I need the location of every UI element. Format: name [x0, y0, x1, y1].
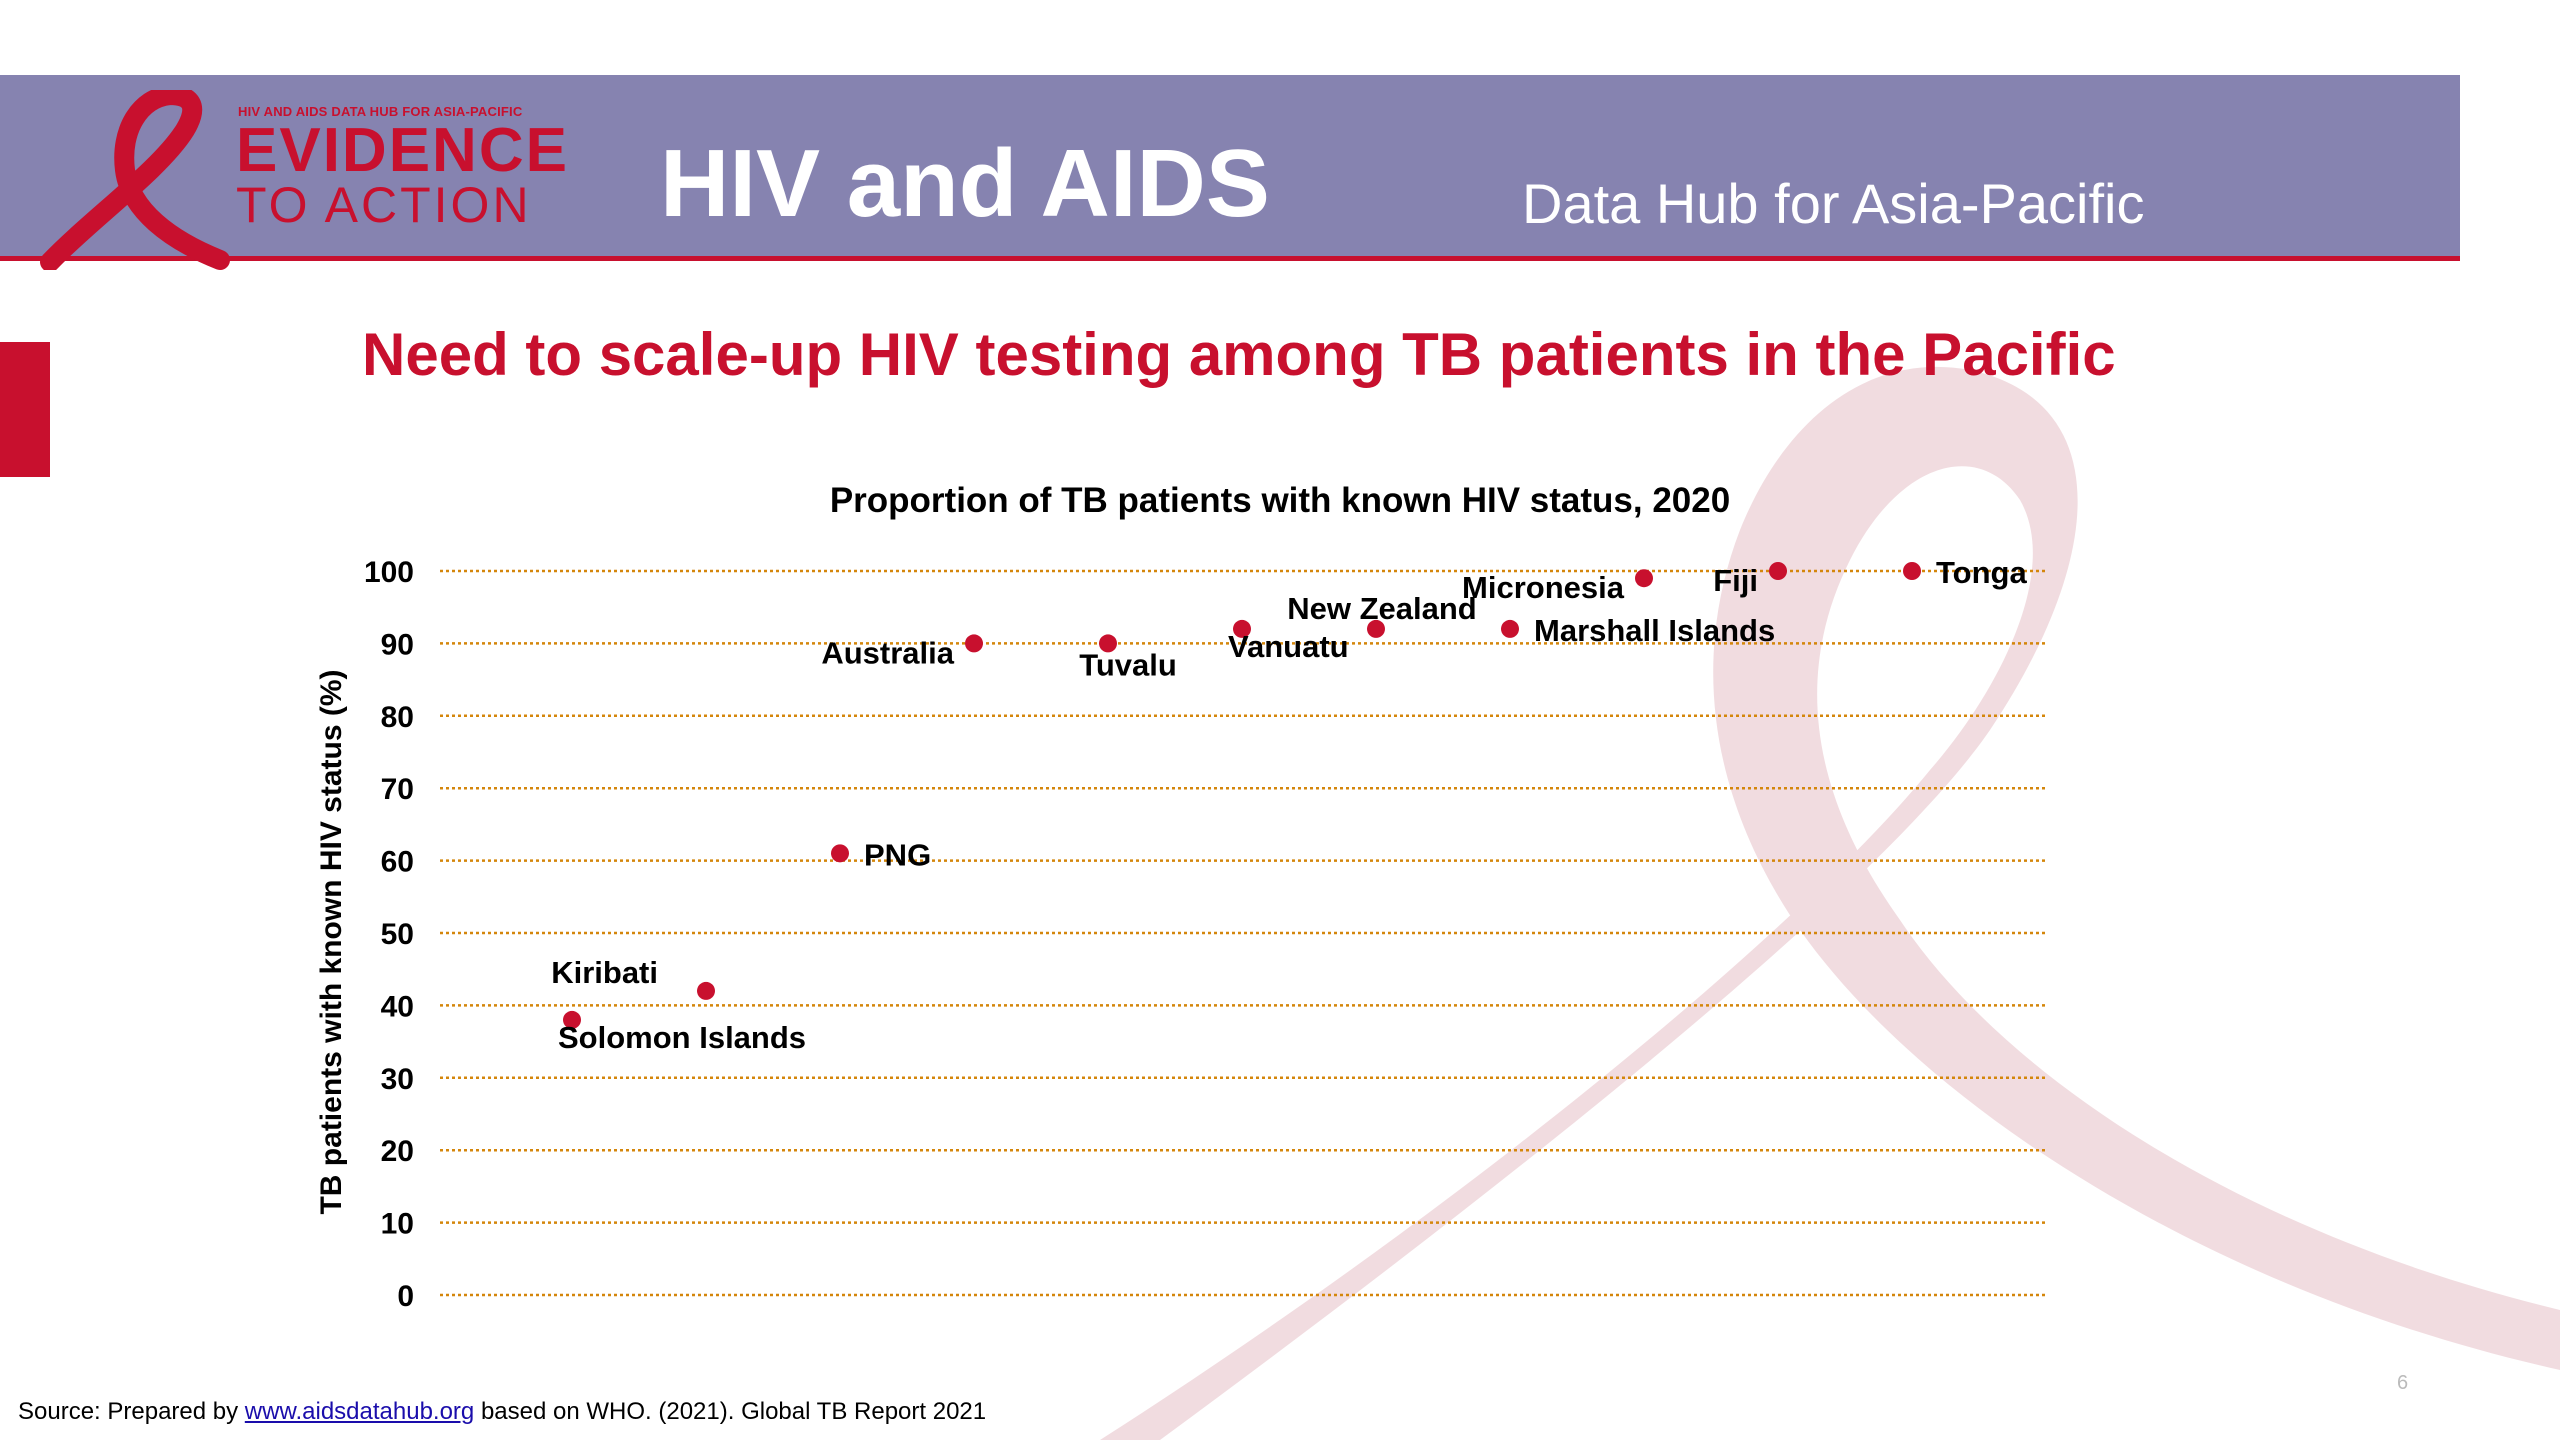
y-tick-label: 20	[381, 1135, 414, 1168]
y-tick-label: 60	[381, 846, 414, 879]
y-tick-label: 80	[381, 701, 414, 734]
data-point-australia	[965, 634, 983, 653]
data-point-new-zealand	[1367, 619, 1385, 638]
data-label-micronesia: Micronesia	[1462, 570, 1625, 605]
red-side-tab	[0, 342, 50, 477]
header-band	[0, 75, 2460, 261]
data-label-marshall-islands: Marshall Islands	[1534, 613, 1775, 648]
page-number: 6	[2397, 1372, 2409, 1394]
data-point-fiji	[1769, 562, 1787, 580]
y-tick-label: 70	[381, 773, 414, 806]
background-ribbon-graphic	[1100, 366, 2560, 1440]
source-note: Source: Prepared by www.aidsdatahub.org …	[18, 1398, 986, 1426]
logo-evidence-text: EVIDENCE	[236, 116, 569, 185]
data-point-tuvalu	[1099, 634, 1117, 653]
data-point-tonga	[1903, 562, 1921, 580]
source-prefix: Source: Prepared by	[18, 1398, 239, 1425]
data-point-kiribati	[697, 981, 715, 1000]
source-suffix: based on WHO. (2021). Global TB Report 2…	[480, 1398, 987, 1425]
data-label-tonga: Tonga	[1936, 555, 2027, 590]
y-tick-label: 10	[381, 1208, 414, 1241]
header-title: HIV and AIDS	[660, 130, 1270, 237]
data-label-png: PNG	[864, 837, 931, 872]
data-label-tuvalu: Tuvalu	[1079, 647, 1177, 682]
logo-to-action-text: TO ACTION	[236, 177, 532, 233]
header-subtitle: Data Hub for Asia-Pacific	[1522, 172, 2145, 235]
red-ribbon-logo-icon	[40, 90, 230, 270]
logo-tagline: HIV AND AIDS DATA HUB FOR ASIA-PACIFIC	[238, 104, 523, 119]
data-point-vanuatu	[1233, 619, 1251, 638]
data-label-solomon-islands: Solomon Islands	[558, 1020, 806, 1055]
y-tick-label: 90	[381, 628, 414, 661]
slide-title: Need to scale-up HIV testing among TB pa…	[362, 321, 2116, 388]
y-tick-label: 100	[364, 556, 414, 589]
y-tick-label: 30	[381, 1063, 414, 1096]
data-label-fiji: Fiji	[1713, 563, 1758, 598]
y-axis-label: TB patients with known HIV status (%)	[315, 669, 348, 1214]
data-label-new-zealand: New Zealand	[1287, 591, 1477, 626]
data-point-solomon-islands	[563, 1010, 581, 1029]
data-label-kiribati: Kiribati	[551, 955, 658, 990]
y-tick-label: 40	[381, 990, 414, 1023]
y-tick-label: 50	[381, 918, 414, 951]
data-label-australia: Australia	[821, 635, 954, 670]
data-point-png	[831, 844, 849, 863]
source-link[interactable]: www.aidsdatahub.org	[244, 1398, 475, 1425]
data-label-vanuatu: Vanuatu	[1228, 629, 1349, 664]
chart-title: Proportion of TB patients with known HIV…	[830, 481, 1730, 520]
data-point-micronesia	[1635, 569, 1653, 588]
data-point-marshall-islands	[1501, 619, 1519, 638]
y-tick-label: 0	[397, 1280, 414, 1313]
